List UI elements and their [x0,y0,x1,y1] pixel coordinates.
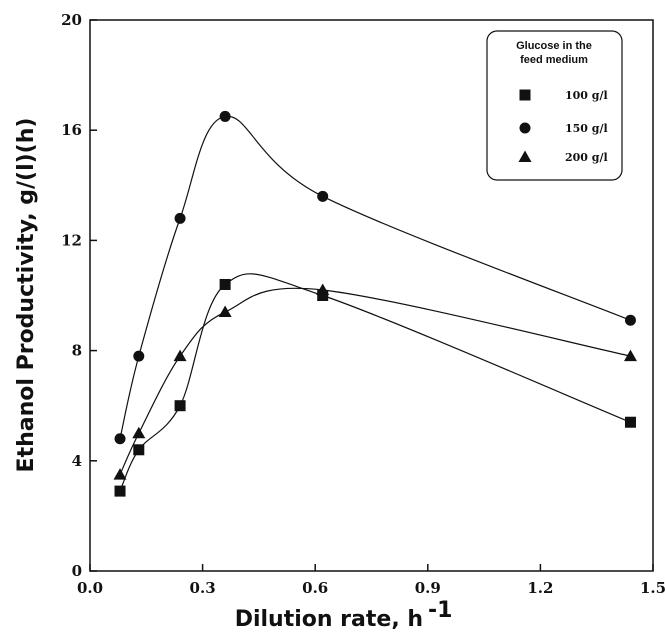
series-line-square [119,273,631,492]
series-line-triangle [119,287,631,475]
x-axis-title-superscript: -1 [428,598,452,623]
legend-marker-square [519,89,531,101]
data-point-square [317,290,329,301]
x-axis-title: Dilution rate, h [235,607,423,632]
legend-items: 100 g/l 150 g/l 200 g/l [518,89,608,164]
y-tick-label: 20 [61,11,82,29]
data-point-triangle [132,426,146,439]
legend-label: 200 g/l [565,151,608,164]
x-tick-label: 1.2 [527,579,553,597]
x-tick-label: 0.0 [77,579,103,597]
legend-marker-circle [519,122,531,134]
legend-label: 150 g/l [565,122,608,135]
x-axis-ticks: 0.0 0.3 0.6 0.9 1.2 1.5 [77,564,665,597]
plot-frame [89,19,654,572]
data-point-square [133,444,145,456]
y-axis-title: Ethanol Productivity, g/(l)(h) [14,118,39,473]
y-tick-label: 8 [72,342,82,360]
data-point-square [114,485,126,497]
data-point-triangle [316,283,330,295]
legend-marker-triangle [518,150,532,162]
x-tick-label: 0.3 [190,579,216,597]
x-tick-label: 0.9 [415,579,441,597]
x-tick-label: 0.6 [302,579,328,597]
data-point-circle [114,433,126,445]
data-point-circle [624,314,636,326]
data-point-square [219,278,231,290]
legend-title-line-2: feed medium [520,54,588,66]
legend: Glucose in the feed medium 100 g/l 150 g/… [486,30,623,181]
y-axis-ticks: 0 4 8 12 16 20 [61,11,97,580]
y-tick-label: 4 [72,452,82,470]
legend-box [486,30,623,181]
data-point-square [174,400,186,412]
legend-title-line-1: Glucose in the [516,40,592,52]
y-tick-label: 16 [61,121,82,139]
data-point-triangle [623,349,637,362]
y-tick-label: 0 [72,562,82,580]
x-tick-label: 1.5 [640,579,665,597]
data-point-circle [317,190,329,202]
data-point-square [624,416,636,428]
data-point-triangle [113,468,127,480]
legend-label: 100 g/l [565,89,608,102]
data-point-triangle [218,305,232,318]
data-point-triangle [173,349,187,362]
data-point-circle [174,212,186,224]
series-markers [113,110,637,497]
y-tick-label: 12 [61,231,82,249]
data-point-circle [133,350,145,362]
data-point-circle [219,110,231,122]
